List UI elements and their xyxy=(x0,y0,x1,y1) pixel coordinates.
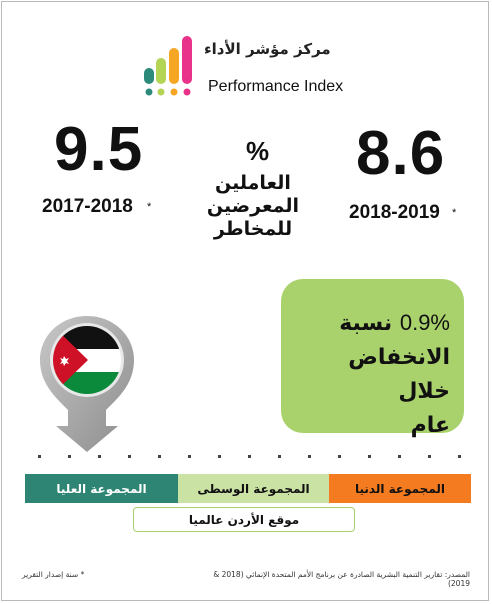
band-mid-group: المجموعة الوسطى xyxy=(178,474,329,503)
stat-label: العاملين المعرضين للمخاطر xyxy=(206,172,300,240)
stat-year-2017-2018: 2017-2018 xyxy=(42,196,133,217)
highlight-text-2: الانخفاض خلال xyxy=(348,345,450,404)
stat-value-2018-2019: 8.6 xyxy=(356,119,446,188)
footnote: * سنة إصدار التقرير xyxy=(22,570,85,579)
scale-dot xyxy=(338,455,341,458)
jordan-position-label: موقع الأردن عالميا xyxy=(133,507,355,532)
report-year-marker: * xyxy=(452,207,457,219)
scale-dot xyxy=(218,455,221,458)
jordan-flag-icon xyxy=(40,316,134,452)
stat-year-2018-2019: 2018-2019 xyxy=(349,202,440,223)
performance-index-logo-icon xyxy=(144,36,192,96)
scale-dot xyxy=(278,455,281,458)
stat-value-2017-2018: 9.5 xyxy=(54,115,144,184)
report-year-marker: * xyxy=(147,201,152,213)
scale-dot xyxy=(458,455,461,458)
scale-dot xyxy=(158,455,161,458)
highlight-text-3: عام xyxy=(410,413,450,438)
scale-dot xyxy=(128,455,131,458)
highlight-box xyxy=(281,279,464,433)
scale-dot xyxy=(428,455,431,458)
scale-dot xyxy=(248,455,251,458)
scale-dot xyxy=(308,455,311,458)
scale-dot xyxy=(38,455,41,458)
scale-dot xyxy=(188,455,191,458)
highlight-text: 0.9% نسبة الانخفاض خلال عام xyxy=(300,306,450,443)
scale-dot xyxy=(368,455,371,458)
band-high-group: المجموعة العليا xyxy=(25,474,178,503)
percent-unit: % xyxy=(246,136,270,166)
scale-dot xyxy=(98,455,101,458)
source-note: المصدر: تقارير التنمية البشرية الصادرة ع… xyxy=(213,570,470,588)
highlight-text-1: نسبة xyxy=(339,311,393,336)
highlight-number: 0.9% xyxy=(399,310,450,335)
scale-dot xyxy=(68,455,71,458)
scale-dot xyxy=(398,455,401,458)
scale-dots xyxy=(30,455,470,459)
brand-english-name: Performance Index xyxy=(208,78,344,95)
band-low-group: المجموعة الدنيا xyxy=(329,474,471,503)
brand-arabic-name: مركز مؤشر الأداء xyxy=(204,40,331,58)
